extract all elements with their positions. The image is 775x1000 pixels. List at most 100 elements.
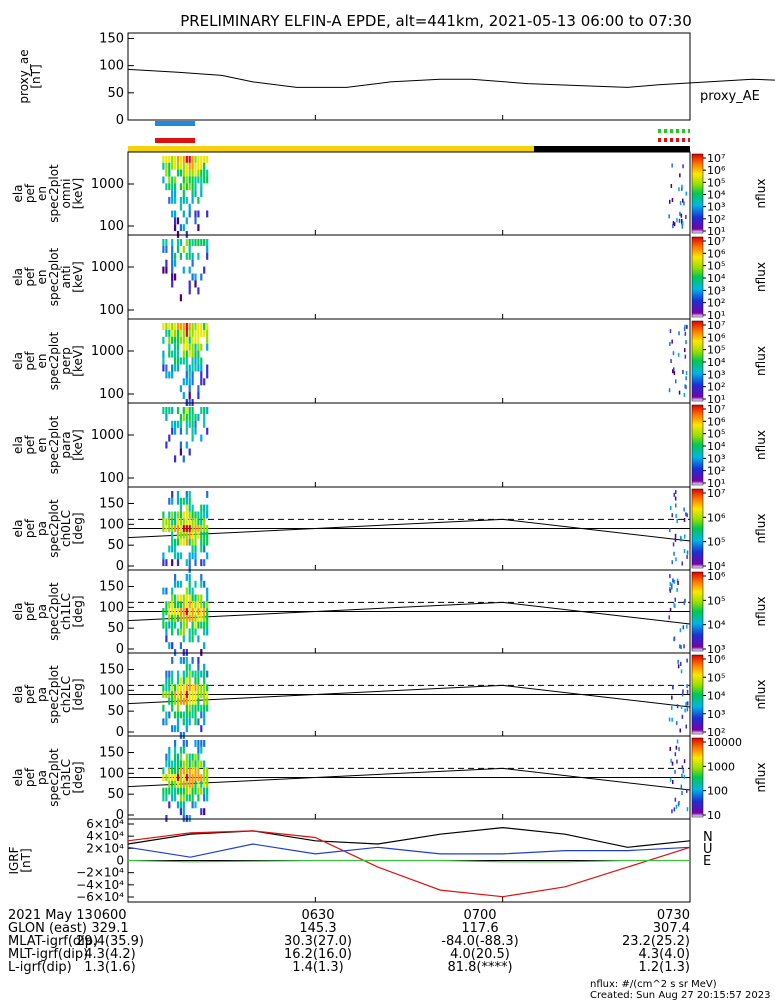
- spectrogram-cell: [194, 162, 197, 170]
- spectrogram-cell: [671, 585, 673, 590]
- spectrogram-cell: [182, 525, 185, 532]
- spectrogram-cell: [669, 329, 672, 334]
- ylabel-line: pef: [23, 435, 37, 455]
- spectrogram-cell: [206, 552, 209, 560]
- spectrogram-cell: [162, 704, 165, 712]
- ylabel-line: en: [35, 438, 49, 453]
- spectrogram-cell: [182, 357, 185, 365]
- ytick-label: 100: [99, 683, 124, 698]
- spectrogram-cell: [200, 580, 203, 588]
- spectrogram-cell: [191, 635, 194, 643]
- spectrogram-cell: [675, 804, 678, 809]
- spectrogram-cell: [182, 718, 185, 726]
- spectrogram-cell: [165, 413, 168, 421]
- ylabel-line: pef: [23, 767, 37, 787]
- spectrogram-cell: [679, 628, 682, 633]
- spectrogram-cell: [171, 266, 174, 274]
- spectrogram-cell: [168, 329, 171, 337]
- panel-en_omni-end-pixels: [668, 163, 687, 229]
- igrf-legend-N: N: [703, 830, 713, 845]
- spectrogram-cell: [203, 663, 206, 671]
- spectrogram-cell: [191, 704, 194, 712]
- spectrogram-cell: [200, 621, 203, 629]
- spectrogram-cell: [171, 704, 174, 712]
- spectrogram-cell: [171, 697, 174, 705]
- spectrogram-cell: [672, 369, 674, 374]
- spectrogram-cell: [683, 201, 685, 206]
- spectrogram-cell: [168, 162, 171, 170]
- spectrogram-cell: [185, 787, 188, 795]
- spectrogram-cell: [182, 413, 185, 421]
- panel-pa_ch1-losscone-line: [127, 601, 691, 625]
- spectrogram-cell: [179, 621, 182, 629]
- spectrogram-cell: [197, 176, 200, 184]
- spectrogram-cell: [191, 614, 194, 622]
- spectrogram-cell: [194, 801, 197, 809]
- spectrogram-cell: [684, 534, 686, 539]
- ytick-label: 2×10⁴: [86, 841, 124, 855]
- ylabel-line: pa: [35, 687, 49, 702]
- spectrogram-cell: [675, 513, 677, 518]
- spectrogram-cell: [673, 492, 675, 497]
- spectrogram-cell: [176, 614, 180, 622]
- spectrogram-cell: [674, 752, 677, 757]
- spectrogram-cell: [176, 580, 180, 588]
- colorbar-tick-label: 10³: [707, 368, 725, 381]
- ylabel-line: pa: [35, 604, 49, 619]
- spectrogram-cell: [206, 601, 209, 609]
- spectrogram-cell: [182, 497, 185, 505]
- axis-row-value: 4.3(4.2): [84, 947, 136, 962]
- ytick-label: 100: [99, 600, 124, 615]
- spectrogram-cell: [203, 808, 206, 816]
- spectrogram-cell: [185, 497, 188, 505]
- spectrogram-cell: [682, 198, 684, 203]
- spectrogram-cell: [179, 224, 182, 232]
- spectrogram-cell: [185, 794, 188, 802]
- spectrogram-cell: [182, 732, 185, 739]
- spectrogram-cell: [171, 280, 174, 288]
- ytick-label: 0: [116, 559, 124, 574]
- ytick-label: 50: [107, 86, 124, 101]
- spectrogram-cell: [200, 323, 203, 330]
- spectrogram-cell: [680, 661, 682, 666]
- spectrogram-cell: [685, 512, 687, 517]
- spectrogram-cell: [200, 518, 203, 526]
- spectrogram-cell: [188, 538, 191, 546]
- spectrogram-cell: [185, 697, 188, 705]
- spectrogram-cell: [171, 491, 174, 498]
- spectrogram-cell: [677, 664, 680, 669]
- panel-en_anti-frame: [127, 234, 691, 320]
- spectrogram-cell: [194, 774, 197, 781]
- spectrogram-cell: [182, 594, 185, 602]
- colorbar-tick-label: 10: [707, 809, 721, 822]
- spectrogram-cell: [188, 559, 191, 567]
- spectrogram-cell: [673, 579, 675, 584]
- ylabel-line: [deg]: [71, 762, 85, 794]
- spectrogram-cell: [191, 169, 194, 177]
- spectrogram-cell: [191, 711, 194, 719]
- spectrogram-cell: [206, 587, 209, 595]
- spectrogram-cell: [182, 794, 185, 802]
- spectrogram-cell: [197, 364, 200, 372]
- spectrogram-cell: [680, 213, 683, 218]
- ylabel-line: en: [35, 270, 49, 285]
- spectrogram-cell: [171, 531, 174, 539]
- spectrogram-cell: [677, 352, 680, 357]
- spectrogram-cell: [206, 525, 209, 532]
- colorbar-tick-label: 10³: [707, 201, 725, 214]
- spectrogram-cell: [191, 176, 194, 184]
- spectrogram-cell: [176, 531, 180, 539]
- panel-en_omni-frame: [127, 151, 691, 236]
- spectrogram-cell: [194, 670, 197, 678]
- spectrogram-cell: [206, 697, 209, 705]
- ylabel-line: en: [35, 186, 49, 201]
- spectrogram-cell: [197, 704, 200, 712]
- axis-row-label: L-igrf(dip): [8, 960, 72, 975]
- spectrogram-cell: [188, 815, 191, 822]
- panel-pa_ch0-colorbar-label: nflux: [754, 514, 768, 544]
- spectrogram-cell: [174, 259, 177, 267]
- spectrogram-cell: [188, 580, 191, 588]
- spectrogram-cell: [162, 336, 165, 344]
- spectrogram-cell: [197, 525, 200, 532]
- footer-created: Created: Sun Aug 27 20:15:57 2023: [590, 990, 770, 1000]
